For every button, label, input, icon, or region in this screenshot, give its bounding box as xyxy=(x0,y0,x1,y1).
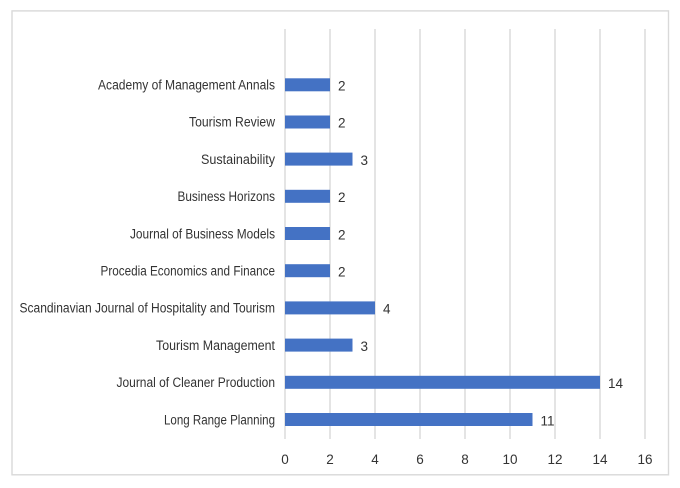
svg-text:Journal of Cleaner Production: Journal of Cleaner Production xyxy=(117,375,276,390)
svg-text:2: 2 xyxy=(326,452,334,467)
svg-text:Academy of Management Annals: Academy of Management Annals xyxy=(98,78,275,93)
svg-text:Tourism Management: Tourism Management xyxy=(156,338,275,353)
svg-text:6: 6 xyxy=(416,452,424,467)
svg-text:3: 3 xyxy=(361,339,369,354)
svg-text:Scandinavian Journal of Hospit: Scandinavian Journal of Hospitality and … xyxy=(20,301,276,316)
svg-text:10: 10 xyxy=(502,452,517,467)
svg-text:0: 0 xyxy=(281,452,289,467)
svg-text:Business Horizons: Business Horizons xyxy=(178,189,276,204)
svg-text:2: 2 xyxy=(338,227,346,242)
svg-text:Journal of Business Models: Journal of Business Models xyxy=(130,226,275,241)
svg-text:2: 2 xyxy=(338,79,346,94)
svg-text:Tourism Review: Tourism Review xyxy=(189,115,275,130)
svg-text:14: 14 xyxy=(608,376,624,391)
svg-text:8: 8 xyxy=(461,452,469,467)
svg-text:2: 2 xyxy=(338,116,346,131)
svg-text:11: 11 xyxy=(541,413,555,428)
svg-text:4: 4 xyxy=(383,302,391,317)
svg-text:3: 3 xyxy=(361,153,369,168)
svg-text:4: 4 xyxy=(371,452,379,467)
svg-text:Procedia Economics and Finance: Procedia Economics and Finance xyxy=(101,264,276,279)
svg-text:2: 2 xyxy=(338,190,346,205)
svg-text:14: 14 xyxy=(592,452,608,467)
svg-text:Sustainability: Sustainability xyxy=(201,152,275,167)
svg-text:12: 12 xyxy=(547,452,562,467)
svg-text:16: 16 xyxy=(637,452,652,467)
svg-text:2: 2 xyxy=(338,265,346,280)
svg-text:Long Range Planning: Long Range Planning xyxy=(164,412,275,427)
